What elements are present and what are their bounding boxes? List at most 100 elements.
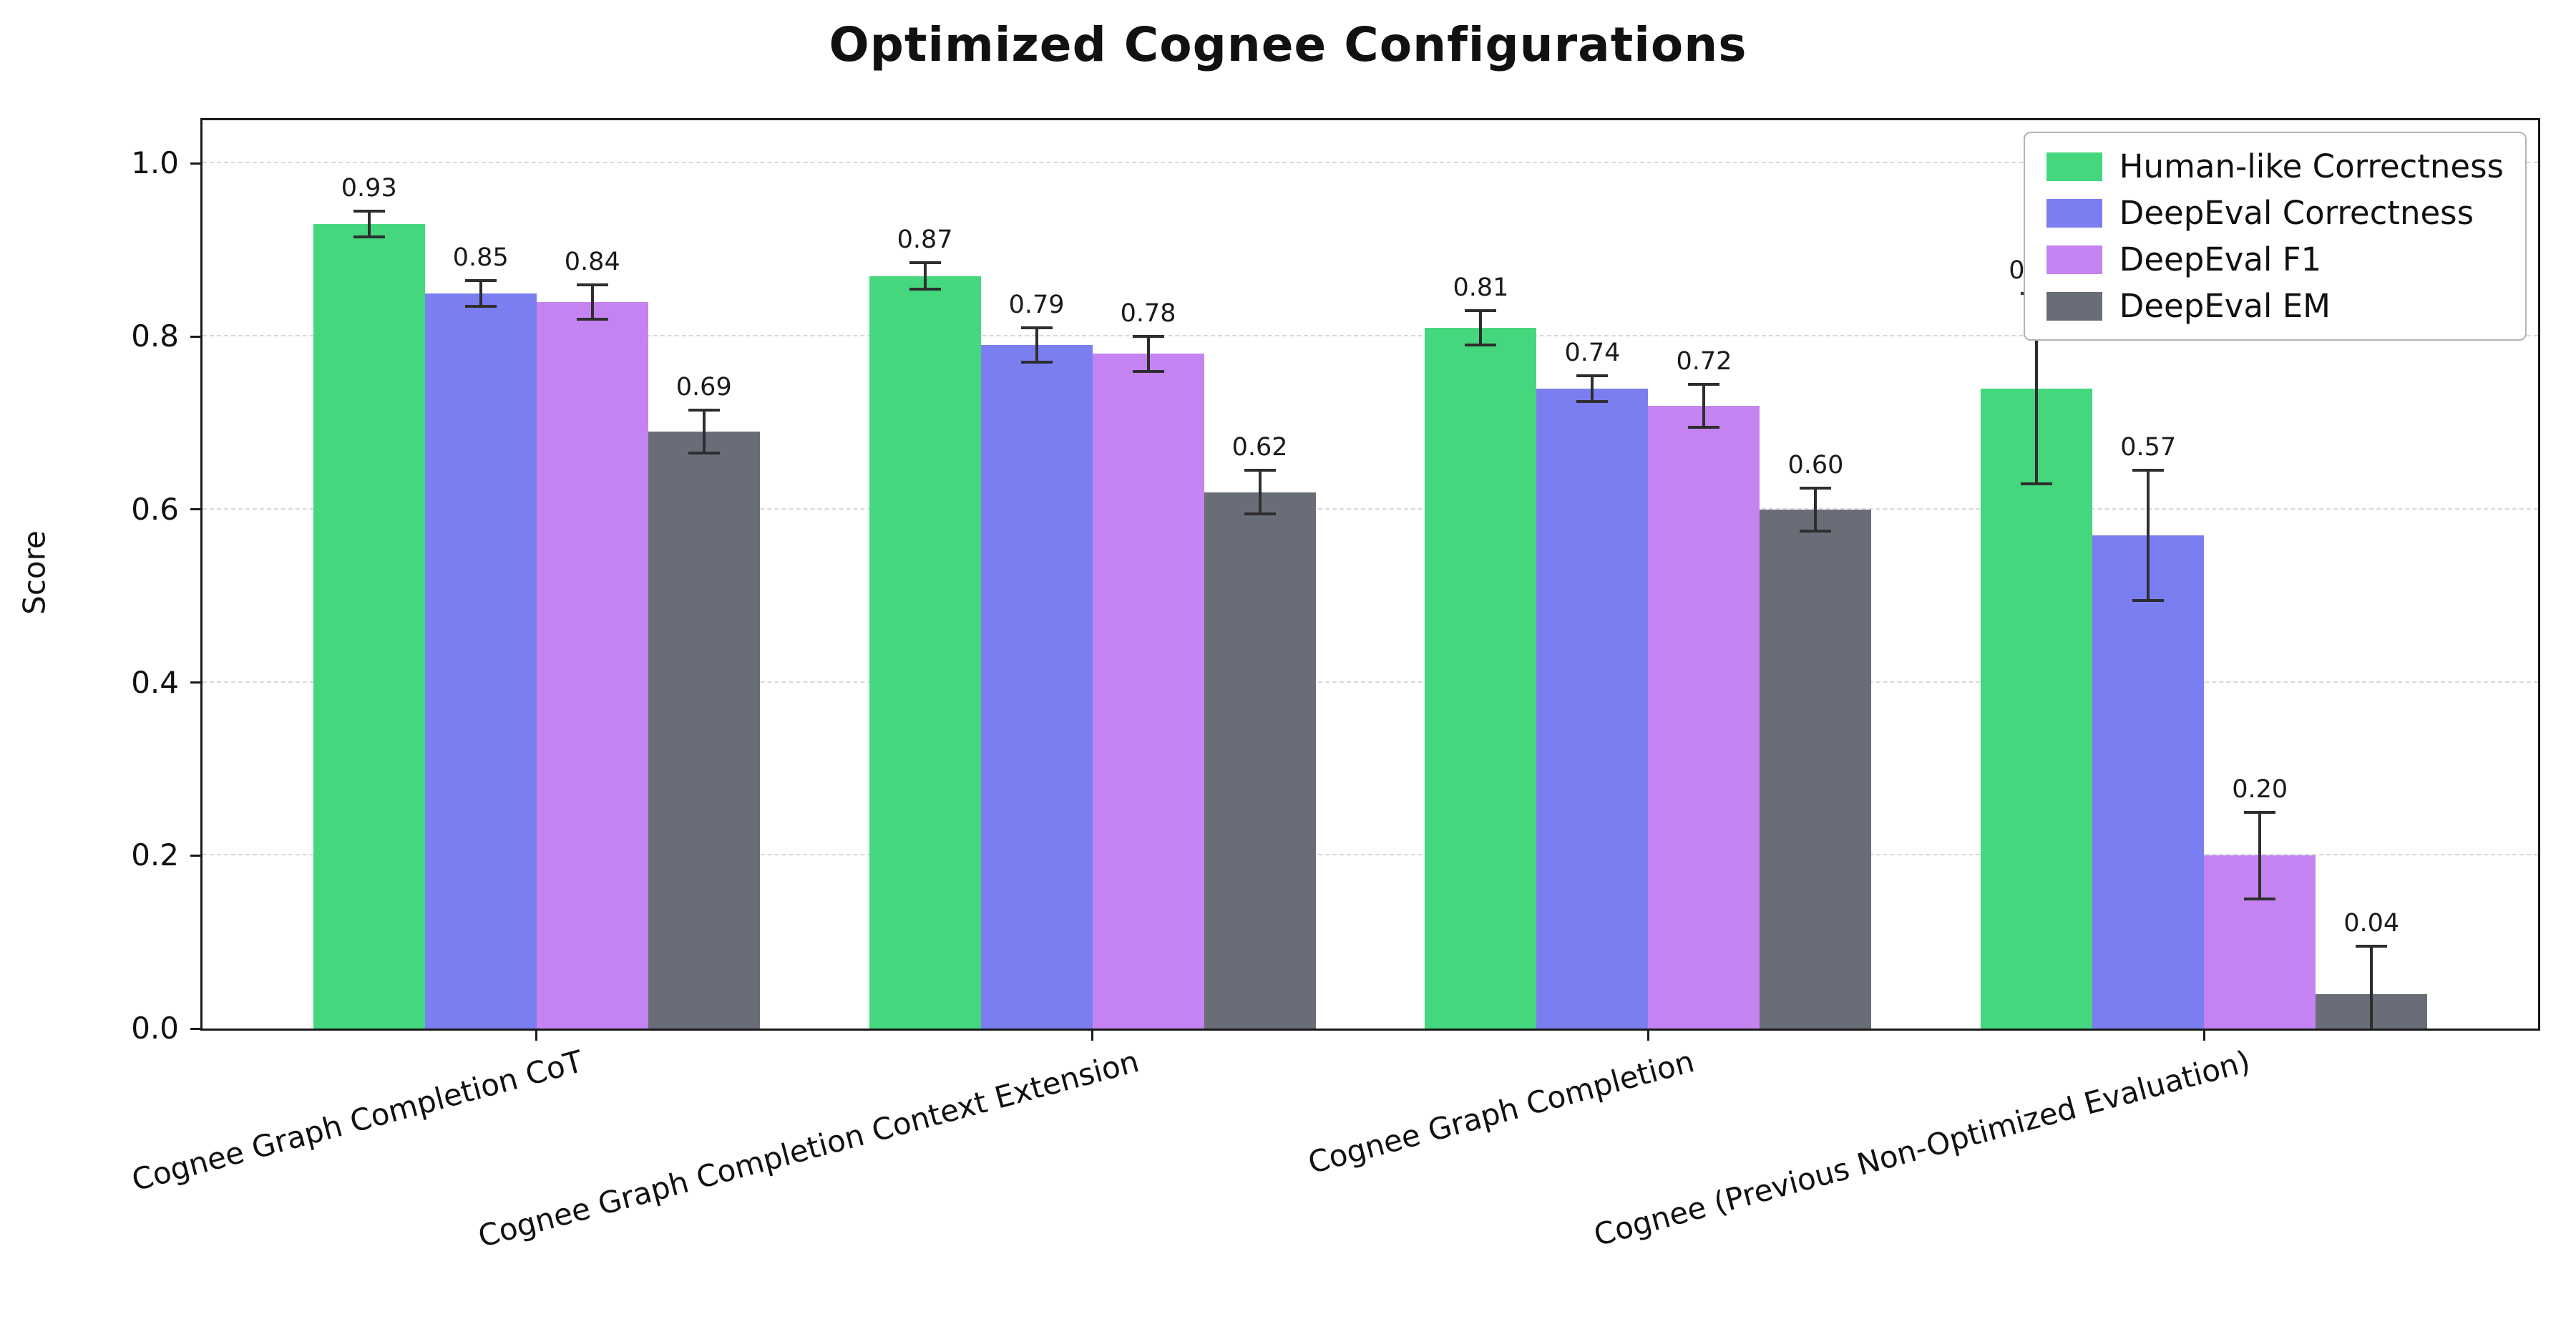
- error-bar-cap: [909, 261, 941, 264]
- bar-cell: 0.78: [1093, 120, 1204, 1029]
- x-tick-mark: [1647, 1031, 1649, 1041]
- chart-title: Optimized Cognee Configurations: [0, 17, 2576, 72]
- x-tick-label: Cognee (Previous Non-Optimized Evaluatio…: [1277, 1044, 2254, 1337]
- error-bar: [1479, 311, 1482, 345]
- error-bar: [2370, 946, 2373, 1031]
- error-bar: [2147, 470, 2150, 600]
- bar: [425, 293, 537, 1029]
- legend-label: DeepEval EM: [2119, 287, 2331, 325]
- legend-swatch: [2046, 152, 2102, 181]
- legend-item: DeepEval Correctness: [2046, 194, 2504, 232]
- bar-cell: 0.69: [648, 120, 760, 1029]
- error-bar-cap: [2132, 469, 2164, 472]
- bar-value-label: 0.04: [2287, 909, 2456, 938]
- error-bar-cap: [1800, 530, 1831, 533]
- error-bar: [703, 410, 706, 453]
- error-bar-cap: [353, 210, 385, 213]
- bar-value-label: 0.62: [1176, 433, 1345, 462]
- error-bar-cap: [1021, 361, 1053, 364]
- bar: [1204, 492, 1316, 1029]
- error-bar-cap: [1021, 326, 1053, 329]
- error-bar-cap: [2244, 898, 2275, 900]
- error-bar: [368, 211, 371, 237]
- error-bar-cap: [1800, 487, 1831, 490]
- bar-cell: 0.74: [1536, 120, 1648, 1029]
- y-tick-mark: [190, 508, 200, 510]
- error-bar: [479, 281, 482, 306]
- error-bar-cap: [1244, 512, 1276, 515]
- error-bar-cap: [1688, 383, 1719, 386]
- error-bar-cap: [688, 409, 720, 412]
- bar: [869, 276, 981, 1029]
- error-bar-cap: [577, 283, 608, 286]
- error-bar-cap: [688, 452, 720, 454]
- bar-cell: 0.62: [1204, 120, 1316, 1029]
- y-axis-label: Score: [17, 530, 52, 615]
- error-bar-cap: [1465, 344, 1496, 346]
- error-bar: [591, 285, 594, 319]
- y-tick-label: 0.0: [36, 1011, 179, 1046]
- bar: [537, 302, 648, 1029]
- y-tick-mark: [190, 681, 200, 684]
- bar: [1536, 389, 1648, 1029]
- y-tick-label: 0.6: [36, 492, 179, 527]
- bar-cell: 0.72: [1648, 120, 1760, 1029]
- error-bar: [1591, 376, 1594, 402]
- x-tick-label: Cognee Graph Completion Context Extensio…: [165, 1044, 1142, 1337]
- y-tick-mark: [190, 1028, 200, 1030]
- error-bar: [924, 263, 927, 288]
- error-bar-cap: [465, 279, 497, 282]
- y-tick-mark: [190, 336, 200, 338]
- error-bar-cap: [1244, 469, 1276, 472]
- x-tick-mark: [2203, 1031, 2205, 1041]
- y-tick-label: 0.4: [36, 665, 179, 701]
- bar-value-label: 0.60: [1731, 451, 1900, 480]
- bar-cell: 0.84: [537, 120, 648, 1029]
- legend-item: DeepEval F1: [2046, 240, 2504, 278]
- error-bar: [1702, 384, 1705, 427]
- error-bar-cap: [2132, 599, 2164, 602]
- y-tick-label: 0.2: [36, 837, 179, 873]
- bar: [1425, 328, 1536, 1029]
- legend-item: DeepEval EM: [2046, 287, 2504, 325]
- error-bar-cap: [1576, 400, 1608, 403]
- legend-label: DeepEval Correctness: [2119, 194, 2474, 232]
- error-bar-cap: [1133, 370, 1164, 373]
- y-tick-mark: [190, 855, 200, 857]
- bar: [981, 345, 1093, 1029]
- y-tick-mark: [190, 162, 200, 165]
- error-bar-cap: [2021, 482, 2052, 485]
- bar-value-label: 0.69: [620, 373, 789, 402]
- error-bar-cap: [1133, 335, 1164, 338]
- error-bar-cap: [1688, 426, 1719, 429]
- legend-label: DeepEval F1: [2119, 240, 2322, 278]
- error-bar-cap: [909, 288, 941, 291]
- error-bar-cap: [2244, 811, 2275, 814]
- bar-cell: 0.87: [869, 120, 981, 1029]
- bar: [1760, 510, 1871, 1029]
- error-bar: [1259, 470, 1262, 513]
- x-tick-mark: [535, 1031, 537, 1041]
- bar: [1648, 406, 1760, 1029]
- bar-cell: 0.81: [1425, 120, 1536, 1029]
- legend-swatch: [2046, 199, 2102, 228]
- y-tick-label: 1.0: [36, 145, 179, 181]
- bar: [313, 224, 425, 1029]
- error-bar-cap: [577, 318, 608, 321]
- figure: Optimized Cognee Configurations Score 0.…: [0, 0, 2576, 1288]
- error-bar: [2258, 812, 2261, 899]
- error-bar-cap: [353, 235, 385, 238]
- error-bar: [1814, 488, 1817, 531]
- bar: [648, 432, 760, 1029]
- x-tick-mark: [1091, 1031, 1093, 1041]
- legend-item: Human-like Correctness: [2046, 147, 2504, 185]
- y-tick-label: 0.8: [36, 319, 179, 354]
- error-bar-cap: [1465, 309, 1496, 312]
- x-tick-label: Cognee Graph Completion: [721, 1044, 1698, 1337]
- legend-swatch: [2046, 292, 2102, 321]
- legend: Human-like Correctness DeepEval Correctne…: [2024, 132, 2527, 341]
